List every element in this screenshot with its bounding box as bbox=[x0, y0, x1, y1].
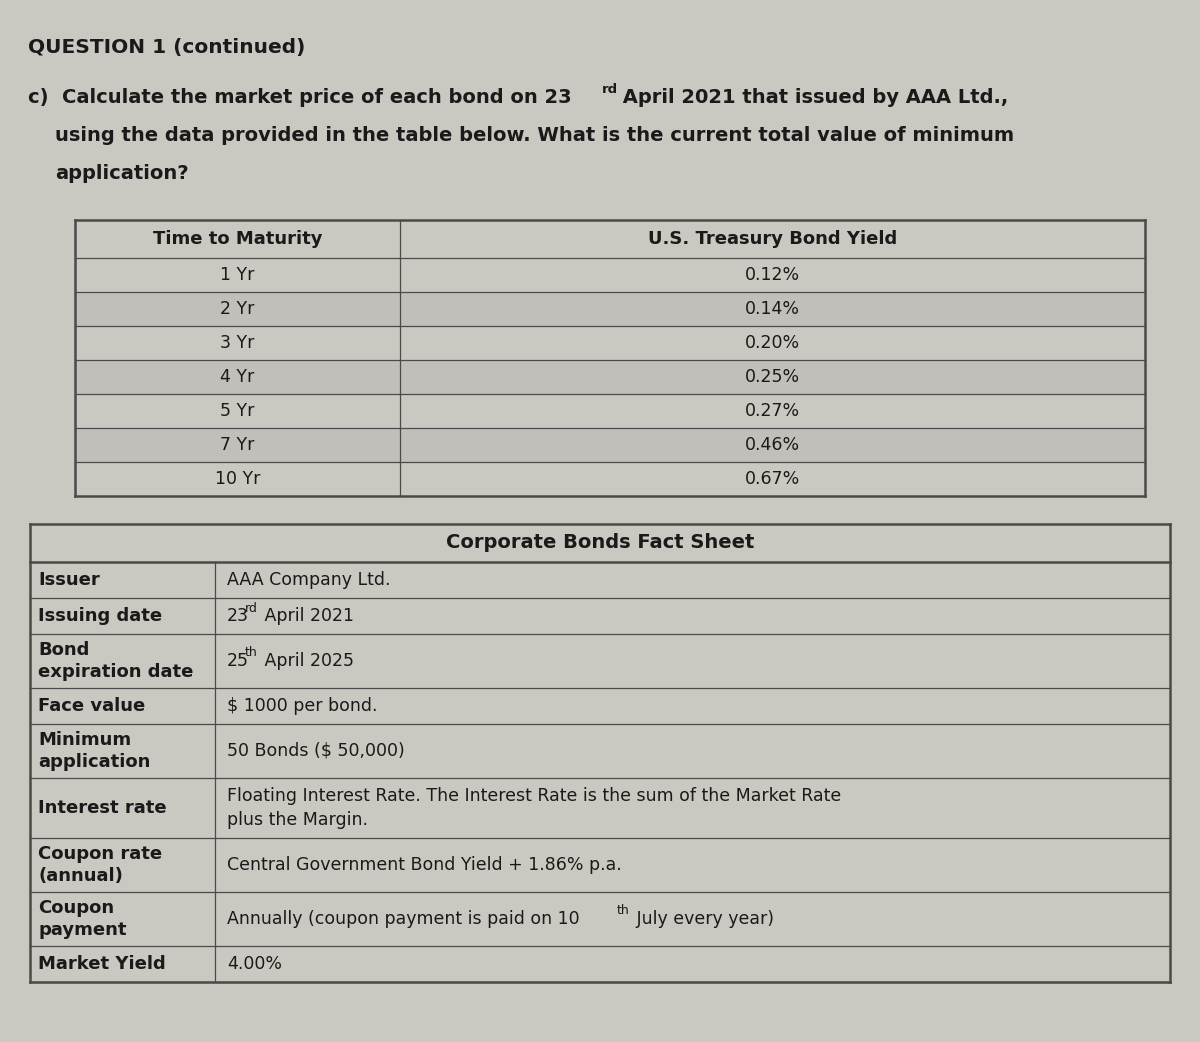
Text: 4.00%: 4.00% bbox=[227, 956, 282, 973]
Text: Bond
expiration date: Bond expiration date bbox=[38, 641, 193, 681]
Text: Coupon
payment: Coupon payment bbox=[38, 899, 126, 939]
Text: Minimum
application: Minimum application bbox=[38, 730, 150, 771]
Text: 0.46%: 0.46% bbox=[745, 436, 800, 454]
Text: Interest rate: Interest rate bbox=[38, 799, 167, 817]
Text: April 2021: April 2021 bbox=[259, 607, 354, 625]
Text: 2 Yr: 2 Yr bbox=[221, 300, 254, 318]
Text: using the data provided in the table below. What is the current total value of m: using the data provided in the table bel… bbox=[55, 126, 1014, 145]
Text: application?: application? bbox=[55, 164, 188, 183]
Text: rd: rd bbox=[602, 83, 618, 96]
Bar bbox=[74, 326, 1145, 359]
Text: 23: 23 bbox=[227, 607, 250, 625]
Bar bbox=[74, 428, 1145, 462]
Text: 7 Yr: 7 Yr bbox=[221, 436, 254, 454]
Text: 5 Yr: 5 Yr bbox=[221, 402, 254, 420]
Bar bbox=[74, 292, 1145, 326]
Text: Annually (coupon payment is paid on 10: Annually (coupon payment is paid on 10 bbox=[227, 910, 580, 928]
Bar bbox=[74, 394, 1145, 428]
Text: Floating Interest Rate. The Interest Rate is the sum of the Market Rate
plus the: Floating Interest Rate. The Interest Rat… bbox=[227, 787, 841, 828]
Text: Issuing date: Issuing date bbox=[38, 607, 162, 625]
Bar bbox=[30, 634, 1170, 688]
Text: th: th bbox=[617, 904, 630, 918]
Bar bbox=[30, 724, 1170, 778]
Text: Corporate Bonds Fact Sheet: Corporate Bonds Fact Sheet bbox=[446, 534, 754, 552]
Bar bbox=[30, 946, 1170, 982]
Text: 3 Yr: 3 Yr bbox=[221, 334, 254, 352]
Text: Time to Maturity: Time to Maturity bbox=[152, 230, 323, 248]
Text: 0.67%: 0.67% bbox=[745, 470, 800, 488]
Bar bbox=[74, 359, 1145, 394]
Text: $ 1000 per bond.: $ 1000 per bond. bbox=[227, 697, 378, 715]
Bar bbox=[30, 688, 1170, 724]
Bar bbox=[30, 562, 1170, 598]
Bar bbox=[74, 462, 1145, 496]
Bar bbox=[30, 892, 1170, 946]
Text: 0.27%: 0.27% bbox=[745, 402, 800, 420]
Text: th: th bbox=[245, 646, 258, 660]
Text: Coupon rate
(annual): Coupon rate (annual) bbox=[38, 845, 162, 885]
Text: 1 Yr: 1 Yr bbox=[221, 266, 254, 284]
Bar bbox=[30, 838, 1170, 892]
Text: April 2025: April 2025 bbox=[259, 652, 354, 670]
Text: Issuer: Issuer bbox=[38, 571, 100, 589]
Text: AAA Company Ltd.: AAA Company Ltd. bbox=[227, 571, 390, 589]
Text: 4 Yr: 4 Yr bbox=[221, 368, 254, 386]
Text: 25: 25 bbox=[227, 652, 250, 670]
Text: c)  Calculate the market price of each bond on 23: c) Calculate the market price of each bo… bbox=[28, 88, 571, 107]
Text: Central Government Bond Yield + 1.86% p.a.: Central Government Bond Yield + 1.86% p.… bbox=[227, 855, 622, 874]
Text: 0.12%: 0.12% bbox=[745, 266, 800, 284]
Text: rd: rd bbox=[245, 601, 258, 615]
Text: 0.20%: 0.20% bbox=[745, 334, 800, 352]
Text: 0.14%: 0.14% bbox=[745, 300, 800, 318]
Text: July every year): July every year) bbox=[631, 910, 774, 928]
Text: Market Yield: Market Yield bbox=[38, 956, 166, 973]
Bar bbox=[30, 598, 1170, 634]
Text: 0.25%: 0.25% bbox=[745, 368, 800, 386]
Bar bbox=[30, 778, 1170, 838]
Text: 10 Yr: 10 Yr bbox=[215, 470, 260, 488]
Text: U.S. Treasury Bond Yield: U.S. Treasury Bond Yield bbox=[648, 230, 898, 248]
Text: Face value: Face value bbox=[38, 697, 145, 715]
Text: 50 Bonds ($ 50,000): 50 Bonds ($ 50,000) bbox=[227, 742, 404, 760]
Bar bbox=[74, 258, 1145, 292]
Text: QUESTION 1 (continued): QUESTION 1 (continued) bbox=[28, 38, 305, 57]
Text: April 2021 that issued by AAA Ltd.,: April 2021 that issued by AAA Ltd., bbox=[616, 88, 1008, 107]
